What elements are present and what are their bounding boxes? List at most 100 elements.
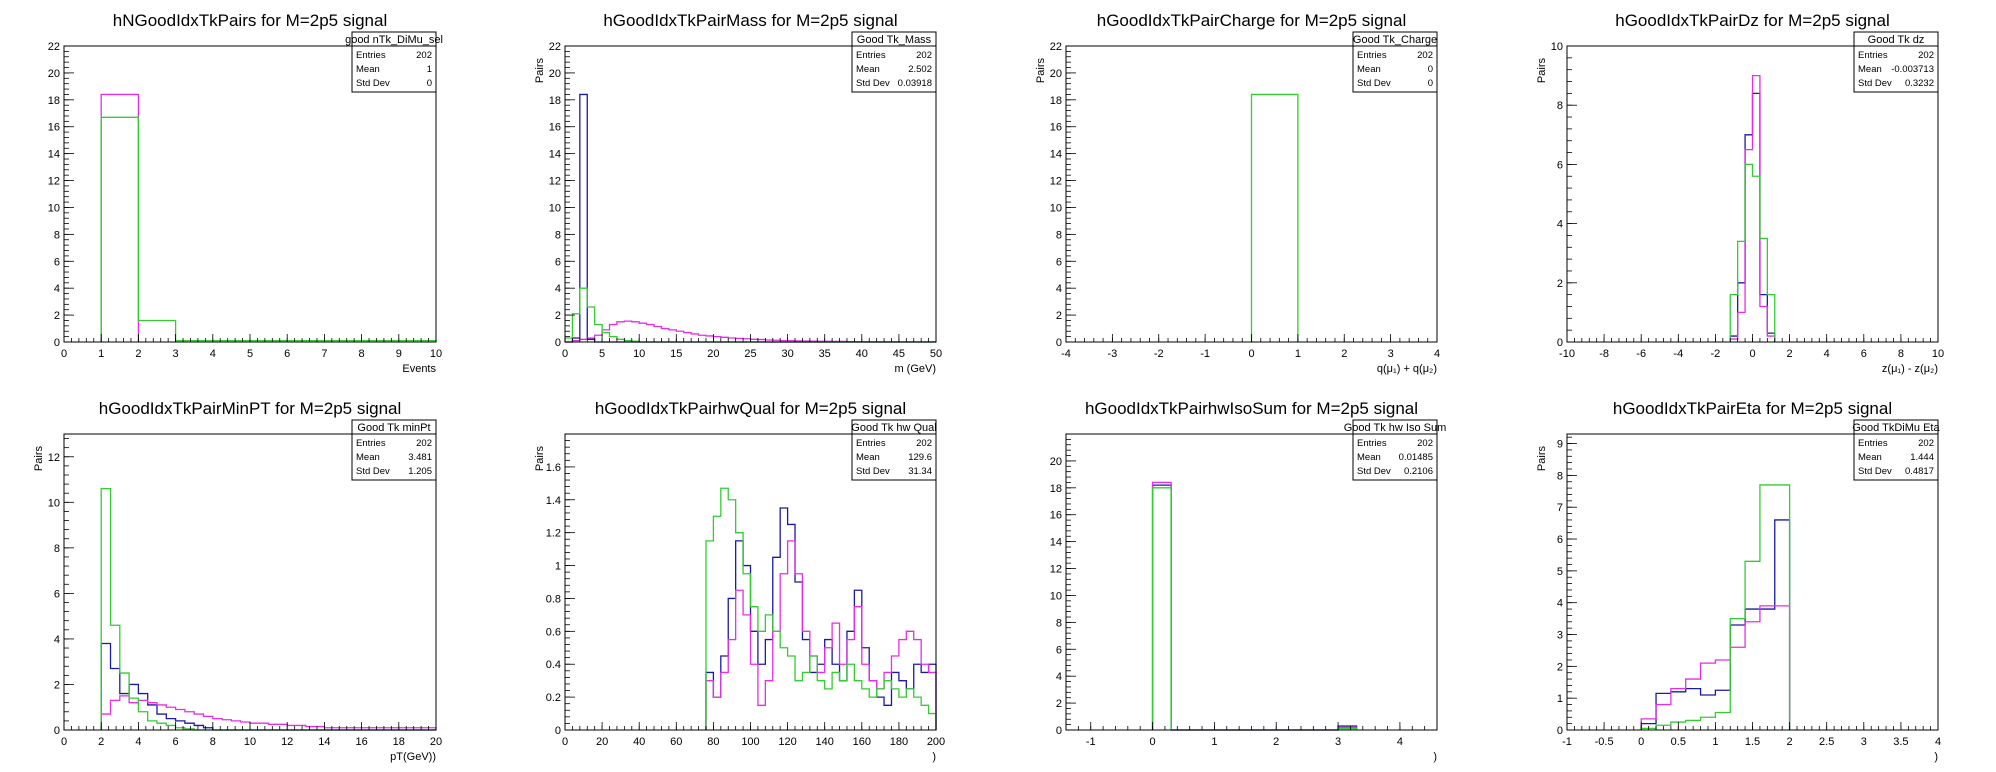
chart-title: hGoodIdxTkPairDz for M=2p5 signal	[1615, 11, 1890, 30]
stats-value: 0	[1428, 78, 1433, 89]
x-tick-label: 40	[633, 736, 645, 748]
stats-value: 2.502	[908, 64, 932, 75]
y-tick-label: 18	[1050, 483, 1062, 495]
stats-name: Good Tk hw Iso Sum	[1344, 422, 1447, 434]
histogram-series-green	[100, 487, 436, 731]
x-tick-label: 8	[1898, 348, 1904, 360]
y-tick-label: 16	[48, 122, 60, 134]
y-tick-label: 14	[48, 149, 60, 161]
stats-box	[851, 419, 937, 481]
x-axis-label: Events	[402, 363, 436, 375]
x-tick-label: 45	[893, 348, 905, 360]
chart-title: hGoodIdxTkPairhwQual for M=2p5 signal	[595, 399, 906, 418]
stats-value: 1.205	[408, 466, 432, 477]
histogram-series-magenta	[100, 695, 437, 730]
x-tick-label: 4	[210, 348, 216, 360]
y-tick-label: 4	[54, 634, 60, 646]
y-tick-label: 2	[555, 310, 561, 322]
stats-value: 0.03918	[898, 78, 932, 89]
x-tick-label: 2	[135, 348, 141, 360]
stats-label: Std Dev	[1858, 78, 1892, 89]
y-tick-label: 6	[1557, 534, 1563, 546]
x-tick-label: 16	[355, 736, 367, 748]
x-tick-label: 14	[318, 736, 330, 748]
x-tick-label: -2	[1711, 348, 1721, 360]
y-tick-label: 5	[1557, 566, 1563, 578]
y-axis-label: Pairs	[534, 446, 546, 472]
x-tick-label: 1.5	[1745, 736, 1760, 748]
stats-label: Mean	[356, 452, 380, 463]
y-tick-label: 2	[1056, 310, 1062, 322]
y-axis-label: Pairs	[1035, 58, 1047, 84]
histogram-series-magenta	[705, 540, 937, 730]
stats-label: Mean	[356, 64, 380, 75]
y-tick-label: 20	[1050, 68, 1062, 80]
stats-value: 202	[416, 50, 432, 61]
chart-title: hGoodIdxTkPairMinPT for M=2p5 signal	[99, 399, 402, 418]
stats-value: 202	[1918, 438, 1934, 449]
y-tick-label: 3	[1557, 630, 1563, 642]
y-tick-label: 9	[1557, 439, 1563, 451]
y-tick-label: 0.8	[546, 593, 561, 605]
stats-label: Std Dev	[1357, 466, 1391, 477]
y-tick-label: 2	[1557, 278, 1563, 290]
stats-label: Entries	[1357, 50, 1387, 61]
x-tick-label: 2	[98, 736, 104, 748]
stats-label: Std Dev	[356, 466, 390, 477]
stats-label: Mean	[856, 64, 880, 75]
stats-box	[851, 31, 937, 93]
stats-name: Good Tk_Charge	[1353, 34, 1437, 46]
stats-value: 0	[1428, 64, 1433, 75]
x-tick-label: 6	[1861, 348, 1867, 360]
histogram-panel: hGoodIdxTkPairCharge for M=2p5 signal -4 -…	[1035, 11, 1440, 375]
stats-label: Mean	[1357, 452, 1381, 463]
y-axis-label: Pairs	[534, 58, 546, 84]
x-tick-label: 30	[781, 348, 793, 360]
x-tick-label: 3	[1388, 348, 1394, 360]
x-tick-label: 2.5	[1819, 736, 1834, 748]
y-tick-label: 4	[555, 283, 561, 295]
histogram-series-blue	[100, 642, 436, 731]
y-tick-label: 0.2	[546, 692, 561, 704]
y-tick-label: 8	[555, 229, 561, 241]
histogram-series-blue	[1640, 519, 1791, 730]
stats-value: 202	[916, 438, 932, 449]
stats-box	[1853, 419, 1939, 481]
x-tick-label: 1	[1295, 348, 1301, 360]
chart-title: hNGoodIdxTkPairs for M=2p5 signal	[113, 11, 388, 30]
stats-value: -0.003713	[1891, 64, 1934, 75]
x-tick-label: 3	[1861, 736, 1867, 748]
y-tick-label: 10	[48, 497, 60, 509]
y-tick-label: 16	[1050, 122, 1062, 134]
y-tick-label: 14	[1050, 149, 1062, 161]
y-tick-label: 0	[54, 337, 60, 349]
x-tick-label: 25	[744, 348, 756, 360]
y-tick-label: 6	[1056, 644, 1062, 656]
x-tick-label: 50	[930, 348, 942, 360]
y-tick-label: 14	[1050, 537, 1062, 549]
y-tick-label: 8	[1557, 470, 1563, 482]
y-tick-label: 18	[549, 95, 561, 107]
x-tick-label: 180	[890, 736, 908, 748]
y-tick-label: 0	[1056, 725, 1062, 737]
x-tick-label: 0	[1749, 348, 1755, 360]
y-tick-label: 22	[48, 41, 60, 53]
x-tick-label: 40	[856, 348, 868, 360]
x-tick-label: 0	[1248, 348, 1254, 360]
stats-value: 202	[1417, 50, 1433, 61]
y-tick-label: 0	[555, 337, 561, 349]
y-tick-label: 16	[549, 122, 561, 134]
y-tick-label: 10	[1050, 202, 1062, 214]
y-tick-label: 22	[549, 41, 561, 53]
histogram-series-green	[1640, 484, 1791, 730]
y-tick-label: 18	[1050, 95, 1062, 107]
stats-box	[351, 31, 437, 93]
y-tick-label: 10	[1050, 590, 1062, 602]
y-tick-label: 14	[549, 149, 561, 161]
x-tick-label: 2	[1787, 348, 1793, 360]
stats-value: 0.01485	[1399, 452, 1433, 463]
stats-box	[1853, 31, 1939, 93]
x-tick-label: -1	[1562, 736, 1572, 748]
x-tick-label: 1	[1211, 736, 1217, 748]
